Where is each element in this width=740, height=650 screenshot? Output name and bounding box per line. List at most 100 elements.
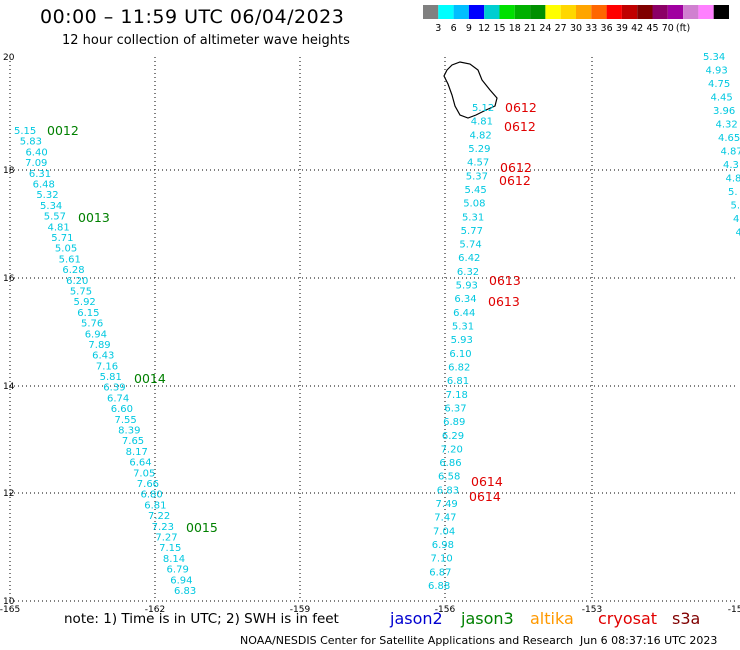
colorbar-swatch	[514, 5, 531, 19]
time-label: 0014	[134, 371, 166, 386]
swh-label: 4.8	[726, 174, 740, 185]
colorbar-label: 6	[451, 23, 457, 34]
colorbar-label: 12	[478, 23, 490, 34]
swh-label: 6.44	[453, 308, 475, 319]
swh-label: 4.75	[708, 79, 730, 90]
time-label: 0614	[471, 474, 503, 489]
colorbar-swatch	[576, 5, 592, 19]
swh-label: 6.28	[62, 265, 84, 276]
swh-label: 4.65	[718, 133, 740, 144]
colorbar-label: 36	[601, 23, 613, 34]
swh-label: 5.15	[14, 126, 36, 137]
swh-label: 5.34	[40, 201, 62, 212]
swh-label: 7.10	[431, 554, 453, 565]
swh-label: 5.75	[70, 286, 92, 297]
swh-label: 7.18	[446, 390, 468, 401]
colorbar-swatch	[438, 5, 454, 19]
time-label: 0613	[489, 273, 521, 288]
swh-label: 5.83	[20, 137, 42, 148]
swh-label: 5.93	[456, 281, 478, 292]
swh-label: 6.89	[443, 417, 465, 428]
colorbar-swatch	[637, 5, 653, 19]
swh-label: 6.15	[77, 308, 99, 319]
colorbar-swatch	[698, 5, 714, 19]
swh-label: 7.47	[434, 513, 456, 524]
swh-label: 7.04	[433, 526, 455, 537]
swh-label: 6.83	[437, 485, 459, 496]
swh-label: 5.	[728, 187, 738, 198]
swh-label: 5.	[731, 201, 740, 212]
colorbar-label: 24	[539, 23, 551, 34]
colorbar-swatch	[423, 5, 439, 19]
colorbar-label: 39	[616, 23, 628, 34]
swh-label: 6.10	[449, 349, 471, 360]
swh-label: 4.87	[721, 147, 740, 158]
swh-label: 6.80	[141, 490, 163, 501]
swh-label: 6.87	[429, 567, 451, 578]
x-tick-label: -165	[0, 605, 20, 615]
swh-label: 6.20	[66, 276, 88, 287]
swh-label: 6.48	[33, 179, 55, 190]
swh-label: 5.12	[472, 103, 494, 114]
swh-label: 7.55	[114, 415, 136, 426]
colorbar-swatch	[468, 5, 485, 19]
swh-label: 4.32	[716, 120, 738, 131]
colorbar-label: 18	[509, 23, 521, 34]
swh-label: 8.14	[163, 554, 185, 565]
x-tick-label: -162	[145, 605, 165, 615]
swh-label: 3.96	[713, 106, 735, 117]
swh-label: 5.32	[36, 190, 58, 201]
colorbar-swatch	[713, 5, 729, 19]
colorbar-label: 30	[570, 23, 582, 34]
swh-label: 5.31	[462, 212, 484, 223]
swh-label: 6.64	[129, 458, 151, 469]
legend-s3a: s3a	[672, 609, 701, 628]
colorbar-label: 27	[555, 23, 567, 34]
units-note: note: 1) Time is in UTC; 2) SWH is in fe…	[64, 611, 339, 627]
big-island-outline	[443, 61, 498, 119]
swh-label: 6.31	[29, 169, 51, 180]
colorbar-label: 45	[646, 23, 658, 34]
swh-label: 5.31	[452, 322, 474, 333]
swh-label: 5.93	[451, 335, 473, 346]
swh-label: 6.86	[439, 458, 461, 469]
colorbar-swatch	[453, 5, 469, 19]
time-label: 0612	[505, 100, 537, 115]
swh-label: 7.09	[25, 158, 47, 169]
colorbar-label: (ft)	[676, 23, 690, 34]
swh-label: 5.77	[461, 226, 483, 237]
y-tick-label: 14	[3, 382, 15, 392]
swh-label: 6.40	[25, 147, 47, 158]
swh-label: 4.81	[471, 117, 493, 128]
color-scale-bar: 3 6 9 12 15 18 21 24 27 30 33 36 39 42 45 70 (ft)	[423, 5, 729, 34]
swh-label: 4.57	[467, 158, 489, 169]
swh-label: 5.71	[51, 233, 73, 244]
swh-label: 7.22	[148, 511, 170, 522]
swh-label: 6.29	[442, 431, 464, 442]
swh-label: 7.05	[133, 468, 155, 479]
time-label: 0612	[499, 173, 531, 188]
y-tick-label: 20	[3, 53, 15, 63]
swh-label: 5.74	[459, 240, 481, 251]
swh-label: 4.	[736, 228, 740, 239]
swh-label: 6.39	[103, 383, 125, 394]
y-tick-label: 12	[3, 489, 14, 499]
colorbar-swatch	[606, 5, 622, 19]
map-title: 00:00 – 11:59 UTC 06/04/2023	[40, 6, 345, 28]
swh-label: 7.20	[441, 444, 463, 455]
colorbar-label: 33	[585, 23, 597, 34]
swh-label: 4.3	[723, 160, 739, 171]
x-tick-label: -159	[290, 605, 311, 615]
y-tick-label: 16	[3, 274, 15, 284]
swh-label: 6.88	[428, 581, 450, 592]
swh-label: 5.05	[55, 244, 77, 255]
swh-label: 5.81	[100, 372, 122, 383]
colorbar-swatch	[545, 5, 561, 19]
colorbar-swatch	[530, 5, 546, 19]
swh-label: 5.57	[44, 212, 66, 223]
colorbar-label: 3	[435, 23, 441, 34]
colorbar-label: 15	[493, 23, 505, 34]
swh-label: 4.81	[47, 222, 69, 233]
swh-label: 4.82	[469, 130, 491, 141]
